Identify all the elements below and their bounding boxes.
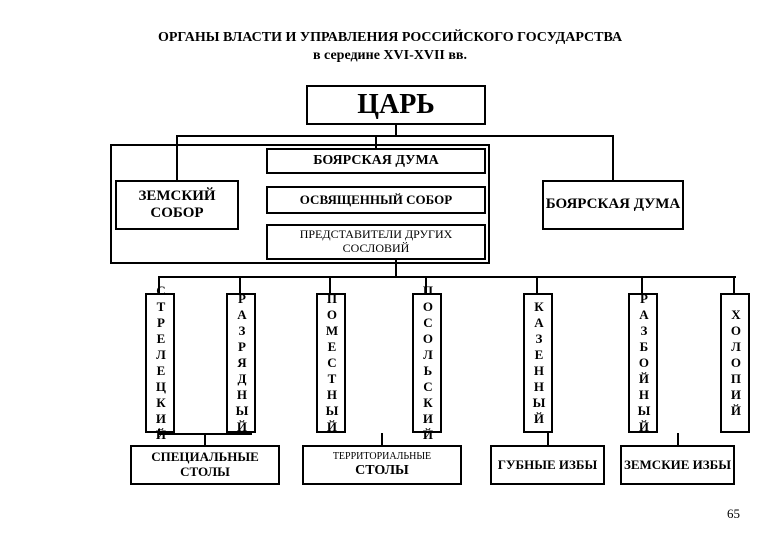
node-gubnye: ГУБНЫЕ ИЗБЫ xyxy=(490,445,605,485)
node-tsar: ЦАРЬ xyxy=(306,85,486,125)
node-zemskie: ЗЕМСКИЕ ИЗБЫ xyxy=(620,445,735,485)
node-streletsky: СТРЕЛЕЦКИЙ xyxy=(145,293,175,433)
tsar-label: ЦАРЬ xyxy=(357,89,435,121)
connector xyxy=(536,276,538,293)
razryadny-label: РАЗРЯДНЫЙ xyxy=(234,291,249,435)
pred-label: ПРЕДСТАВИТЕЛИ ДРУГИХ СОСЛОВИЙ xyxy=(268,228,484,256)
connector xyxy=(375,135,377,148)
streletsky-label: СТРЕЛЕЦКИЙ xyxy=(153,283,168,443)
connector xyxy=(547,433,549,445)
node-kholopy: ХОЛОПИЙ xyxy=(720,293,750,433)
node-pomestny: ПОМЕСТНЫЙ xyxy=(316,293,346,433)
page-number: 65 xyxy=(727,506,740,522)
node-posolsky: ПОСОЛЬСКИЙ xyxy=(412,293,442,433)
connector xyxy=(612,135,614,180)
pomestny-label: ПОМЕСТНЫЙ xyxy=(324,291,339,435)
org-chart-diagram: ОРГАНЫ ВЛАСТИ И УПРАВЛЕНИЯ РОССИЙСКОГО Г… xyxy=(0,0,780,540)
connector xyxy=(158,429,160,433)
kazenny-label: КАЗЕННЫЙ xyxy=(531,299,546,427)
node-boyar-duma: БОЯРСКАЯ ДУМА xyxy=(266,148,486,174)
razboiny-label: РАЗБОЙНЫЙ xyxy=(636,291,651,435)
boyar-duma-label: БОЯРСКАЯ ДУМА xyxy=(313,153,439,169)
node-razryadny: РАЗРЯДНЫЙ xyxy=(226,293,256,433)
diagram-title-line1: ОРГАНЫ ВЛАСТИ И УПРАВЛЕНИЯ РОССИЙСКОГО Г… xyxy=(90,30,690,46)
node-zemsky-sobor: ЗЕМСКИЙ СОБОР xyxy=(115,180,239,230)
node-razboiny: РАЗБОЙНЫЙ xyxy=(628,293,658,433)
gubnye-label: ГУБНЫЕ ИЗБЫ xyxy=(498,458,598,473)
connector xyxy=(381,433,383,445)
boyar-right-label: БОЯРСКАЯ ДУМА xyxy=(546,196,681,213)
connector xyxy=(733,276,735,293)
connector xyxy=(176,135,178,180)
zemskie-label: ЗЕМСКИЕ ИЗБЫ xyxy=(624,458,731,473)
connector xyxy=(158,276,736,278)
node-predstaviteli: ПРЕДСТАВИТЕЛИ ДРУГИХ СОСЛОВИЙ xyxy=(266,224,486,260)
diagram-title-line2: в середине XVI-XVII вв. xyxy=(90,48,690,64)
spec-label: СПЕЦИАЛЬНЫЕ СТОЛЫ xyxy=(132,450,278,480)
terr-label-1: ТЕРРИТОРИАЛЬНЫЕ xyxy=(333,451,431,463)
posolsky-label: ПОСОЛЬСКИЙ xyxy=(420,283,435,443)
connector xyxy=(677,433,679,445)
connector xyxy=(176,135,614,137)
connector xyxy=(158,433,252,435)
node-boyar-duma-right: БОЯРСКАЯ ДУМА xyxy=(542,180,684,230)
node-spec-stoly: СПЕЦИАЛЬНЫЕ СТОЛЫ xyxy=(130,445,280,485)
node-osv-sobor: ОСВЯЩЕННЫЙ СОБОР xyxy=(266,186,486,214)
kholopy-label: ХОЛОПИЙ xyxy=(728,307,743,419)
zemsky-label: ЗЕМСКИЙ СОБОР xyxy=(117,188,237,223)
terr-label-2: СТОЛЫ xyxy=(355,463,409,479)
node-terr-stoly: ТЕРРИТОРИАЛЬНЫЕ СТОЛЫ xyxy=(302,445,462,485)
osv-label: ОСВЯЩЕННЫЙ СОБОР xyxy=(300,193,452,208)
node-kazenny: КАЗЕННЫЙ xyxy=(523,293,553,433)
